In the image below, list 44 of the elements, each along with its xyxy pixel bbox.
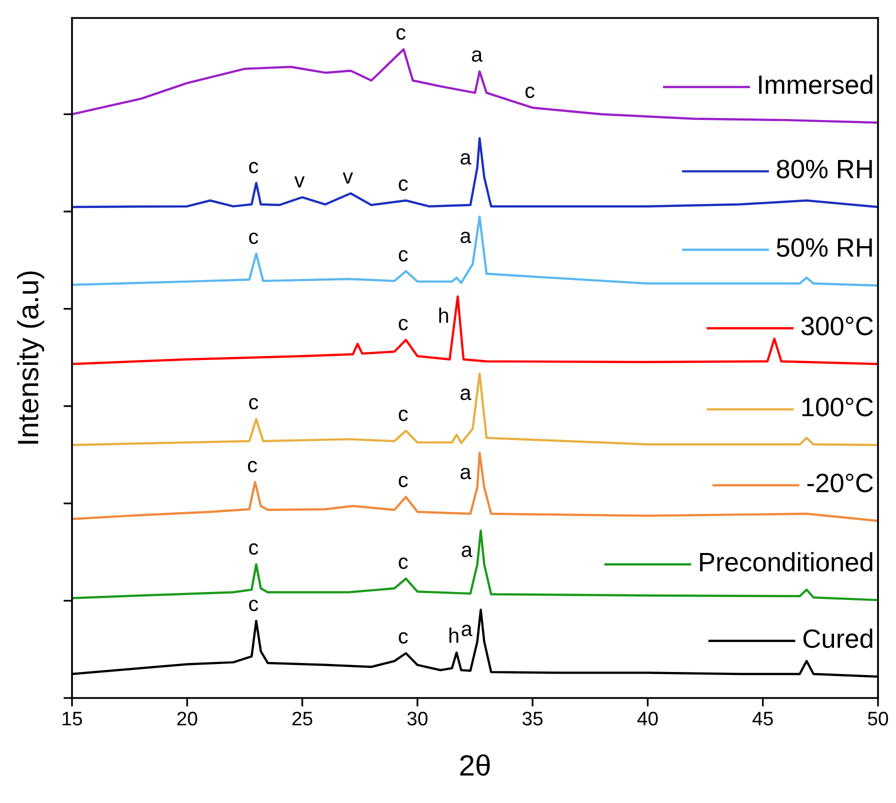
annotation: v	[342, 172, 354, 184]
x-tick-label: 35	[522, 712, 543, 726]
legend-label: -20°C	[807, 474, 873, 492]
annotation: c	[398, 476, 408, 488]
annotation: c	[249, 398, 258, 410]
legend-label: 100°C	[802, 398, 873, 416]
annotation: a	[460, 388, 472, 400]
annotation: c	[396, 28, 406, 40]
x-tick-label: 15	[62, 712, 82, 726]
x-axis-title: 2θ	[460, 754, 490, 776]
x-tick-label: 25	[292, 712, 312, 726]
x-tick-label: 45	[752, 712, 773, 726]
x-tick-label: 20	[177, 712, 198, 726]
legend-label: Preconditioned	[700, 552, 872, 572]
annotation: a	[460, 153, 472, 165]
legend-label: Cured	[803, 628, 872, 648]
annotation: c	[398, 318, 408, 330]
annotation: a	[462, 624, 472, 636]
annotation: a	[472, 50, 483, 62]
annotation: v	[294, 176, 305, 188]
annotation: a	[460, 232, 472, 244]
legend-label: 300°C	[801, 316, 873, 336]
annotation: c	[249, 600, 258, 612]
annotation: c	[398, 410, 408, 422]
annotation: c	[398, 558, 408, 569]
annotation: c	[525, 86, 534, 98]
legend-label: 50% RH	[776, 238, 872, 257]
annotation: c	[248, 460, 257, 472]
annotation: h	[449, 628, 458, 643]
annotation: c	[398, 632, 408, 644]
legend-label: 80% RH	[776, 160, 872, 178]
annotation: h	[439, 308, 448, 323]
annotation: a	[462, 546, 472, 558]
annotation: c	[249, 232, 258, 244]
annotation: a	[460, 468, 472, 480]
x-tick-label: 30	[407, 712, 428, 726]
y-axis-title: Intensity (a.u)	[17, 271, 44, 444]
annotation: c	[249, 543, 258, 555]
annotation: c	[398, 179, 408, 191]
x-tick-label: 50	[868, 712, 888, 726]
x-tick-label: 40	[637, 712, 658, 726]
annotation: c	[398, 250, 408, 262]
annotation: c	[249, 162, 258, 174]
legend-label: Immersed	[759, 74, 872, 94]
